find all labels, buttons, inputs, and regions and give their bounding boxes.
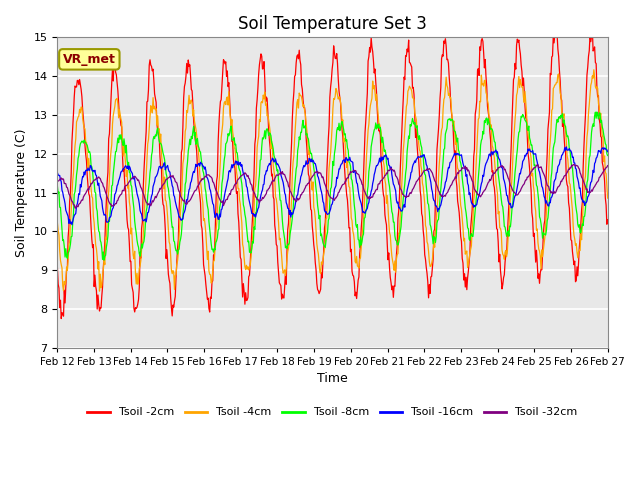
Tsoil -16cm xyxy=(121,164,129,170)
Tsoil -2cm xyxy=(177,187,184,193)
Tsoil -8cm xyxy=(121,142,129,148)
Tsoil -16cm xyxy=(206,186,214,192)
Legend: Tsoil -2cm, Tsoil -4cm, Tsoil -8cm, Tsoil -16cm, Tsoil -32cm: Tsoil -2cm, Tsoil -4cm, Tsoil -8cm, Tsoi… xyxy=(83,403,582,422)
Tsoil -8cm xyxy=(604,153,611,158)
Tsoil -2cm xyxy=(416,187,424,193)
Tsoil -32cm xyxy=(570,162,577,168)
Tsoil -32cm xyxy=(400,193,408,199)
Tsoil -2cm xyxy=(121,180,129,186)
Tsoil -4cm xyxy=(416,148,424,154)
Tsoil -32cm xyxy=(604,163,611,168)
Line: Tsoil -8cm: Tsoil -8cm xyxy=(58,112,607,260)
Tsoil -32cm xyxy=(206,173,214,179)
Tsoil -32cm xyxy=(54,179,61,184)
X-axis label: Time: Time xyxy=(317,372,348,385)
Tsoil -32cm xyxy=(416,173,424,179)
Tsoil -2cm xyxy=(54,264,61,270)
Title: Soil Temperature Set 3: Soil Temperature Set 3 xyxy=(238,15,427,33)
Tsoil -2cm xyxy=(206,309,214,315)
Tsoil -2cm xyxy=(588,24,596,30)
Tsoil -8cm xyxy=(416,138,424,144)
Tsoil -2cm xyxy=(604,217,611,223)
Line: Tsoil -32cm: Tsoil -32cm xyxy=(58,165,607,208)
Tsoil -4cm xyxy=(63,267,71,273)
Tsoil -4cm xyxy=(177,207,184,213)
Tsoil -8cm xyxy=(400,187,408,193)
Tsoil -4cm xyxy=(121,150,129,156)
Line: Tsoil -4cm: Tsoil -4cm xyxy=(58,70,607,291)
Tsoil -16cm xyxy=(563,144,570,150)
Tsoil -4cm xyxy=(400,138,408,144)
Tsoil -32cm xyxy=(72,205,79,211)
Tsoil -4cm xyxy=(95,288,103,294)
Tsoil -32cm xyxy=(63,185,71,191)
Tsoil -32cm xyxy=(177,193,184,199)
Line: Tsoil -2cm: Tsoil -2cm xyxy=(58,27,607,319)
Tsoil -8cm xyxy=(206,226,214,232)
Tsoil -8cm xyxy=(593,109,601,115)
Tsoil -8cm xyxy=(100,257,108,263)
Tsoil -4cm xyxy=(604,195,611,201)
Tsoil -4cm xyxy=(590,67,598,72)
Tsoil -4cm xyxy=(206,271,214,277)
Text: VR_met: VR_met xyxy=(63,53,116,66)
Tsoil -8cm xyxy=(63,255,71,261)
Tsoil -16cm xyxy=(54,170,61,176)
Tsoil -2cm xyxy=(64,234,72,240)
Tsoil -2cm xyxy=(400,74,408,80)
Tsoil -2cm xyxy=(58,316,65,322)
Tsoil -4cm xyxy=(54,220,61,226)
Tsoil -16cm xyxy=(177,217,184,223)
Tsoil -16cm xyxy=(416,154,424,160)
Tsoil -8cm xyxy=(54,183,61,189)
Line: Tsoil -16cm: Tsoil -16cm xyxy=(58,147,607,225)
Tsoil -32cm xyxy=(121,184,129,190)
Tsoil -16cm xyxy=(68,222,76,228)
Y-axis label: Soil Temperature (C): Soil Temperature (C) xyxy=(15,128,28,257)
Tsoil -16cm xyxy=(604,149,611,155)
Tsoil -16cm xyxy=(63,212,71,217)
Tsoil -16cm xyxy=(400,202,408,207)
Tsoil -8cm xyxy=(177,236,184,242)
